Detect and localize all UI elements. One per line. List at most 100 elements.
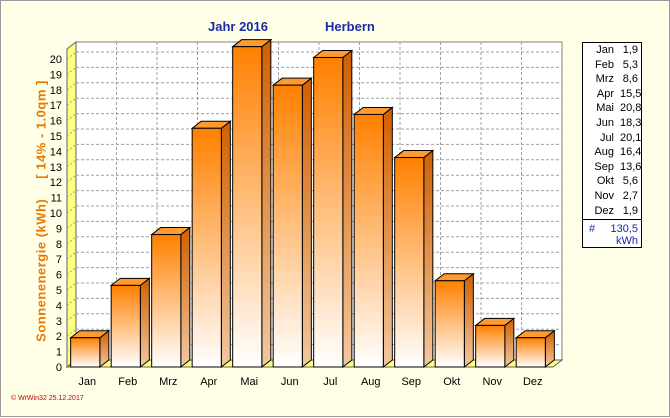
bar-side: [504, 317, 515, 369]
bar: [394, 157, 425, 368]
legend-value: 16,4: [620, 146, 642, 159]
legend-value: 5,3: [622, 58, 638, 71]
bar: [272, 84, 303, 368]
bar: [353, 113, 384, 368]
bar-side: [220, 120, 231, 369]
legend-month: Aug: [594, 146, 614, 159]
legend-value: 18,3: [620, 116, 642, 129]
x-tick-label: Sep: [401, 376, 421, 388]
y-tick-label: 13: [50, 162, 62, 174]
legend-month: Sep: [594, 160, 614, 173]
bar-side: [342, 49, 353, 369]
y-tick-label: 8: [56, 239, 62, 251]
total-unit: kWh: [616, 235, 638, 247]
legend-row: Mai 20,8: [583, 101, 641, 116]
legend-month: Feb: [595, 58, 614, 71]
legend-row: Apr 15,5: [583, 87, 642, 102]
y-tick-label: 15: [50, 131, 62, 143]
left-wall: [66, 40, 77, 369]
gridline-wall: [66, 97, 77, 106]
legend-value: 13,6: [620, 160, 642, 173]
gridline-wall: [66, 174, 77, 183]
bar-side: [180, 226, 191, 369]
x-tick-label: Jan: [78, 376, 96, 388]
x-tick-label: Feb: [118, 376, 137, 388]
y-tick-label: 18: [50, 85, 62, 97]
bar: [232, 46, 263, 368]
y-tick-label: 3: [56, 316, 62, 328]
legend-row: Jul 20,1: [583, 131, 641, 146]
bar: [151, 234, 182, 368]
bar: [434, 280, 465, 368]
y-tick-label: 19: [50, 69, 62, 81]
gridline-wall: [66, 267, 77, 275]
bar: [191, 127, 222, 368]
y-tick-label: 4: [56, 300, 62, 312]
legend-row: Feb 5,3: [583, 58, 641, 73]
legend-month: Jun: [596, 116, 614, 129]
legend-value: 20,8: [620, 102, 642, 115]
x-tick-label: Dez: [523, 376, 543, 388]
legend-value: 5,6: [622, 175, 638, 188]
legend-row: Nov 2,7: [583, 189, 641, 204]
gridline-wall: [66, 159, 77, 168]
footer-credit: © WrWin32 25.12.2017: [11, 395, 84, 402]
y-tick-label: 2: [56, 331, 62, 343]
bar: [313, 56, 344, 368]
chart-title-location: Herbern: [325, 19, 375, 34]
gridline-wall: [66, 236, 77, 245]
y-tick-label: 16: [50, 116, 62, 128]
legend-month: Nov: [594, 189, 614, 202]
bar-side: [382, 106, 393, 369]
gridline-wall: [66, 128, 77, 137]
x-tick-label: Mrz: [159, 376, 177, 388]
gridline-wall: [66, 67, 77, 75]
legend-row: Okt 5,6: [583, 174, 641, 189]
bar-side: [261, 38, 272, 369]
y-tick-label: 9: [56, 223, 62, 235]
y-tick-label: 11: [51, 193, 62, 205]
x-tick-label: Nov: [482, 376, 502, 388]
legend-row: Sep 13,6: [583, 160, 641, 175]
total-symbol: #: [589, 223, 596, 235]
y-tick-label: 7: [56, 254, 62, 266]
x-tick-label: Okt: [443, 376, 460, 388]
gridline-wall: [66, 82, 77, 91]
legend-value: 1,9: [622, 44, 638, 56]
legend-value: 8,6: [622, 73, 638, 86]
gridline-wall: [66, 51, 77, 60]
legend-month: Apr: [596, 87, 614, 100]
legend-month: Okt: [596, 175, 614, 188]
total-value: 130,5: [610, 223, 638, 235]
y-tick-label: 12: [50, 177, 62, 189]
legend-month: Mai: [596, 102, 614, 115]
legend-value: 2,7: [622, 189, 638, 202]
legend-month: Mrz: [595, 73, 614, 86]
gridline-wall: [66, 328, 77, 337]
x-tick-label: Apr: [200, 376, 217, 388]
bar-side: [139, 277, 150, 369]
y-tick-label: 0: [56, 362, 62, 374]
bar-side: [463, 272, 474, 369]
y-tick-label: 10: [50, 208, 62, 220]
gridline-wall: [66, 298, 77, 306]
y-tick-label: 17: [50, 100, 62, 112]
y-tick-label: 20: [50, 54, 62, 66]
bar: [110, 284, 141, 368]
gridline-wall: [66, 282, 77, 291]
legend-divider: [583, 219, 641, 220]
y-tick-label: 14: [50, 146, 62, 158]
legend-row: Dez 1,9: [583, 204, 641, 219]
legend-row: Jan 1,9: [583, 43, 641, 58]
gridline-wall: [66, 144, 77, 152]
x-tick-label: Aug: [361, 376, 381, 388]
legend-value: 1,9: [622, 204, 638, 217]
y-tick-label: 1: [56, 347, 62, 359]
x-tick-label: Mai: [240, 376, 258, 388]
legend-value: 15,5: [620, 87, 642, 100]
y-tick-label: 6: [56, 270, 62, 282]
gridline-wall: [66, 113, 77, 121]
bar: [515, 337, 546, 368]
